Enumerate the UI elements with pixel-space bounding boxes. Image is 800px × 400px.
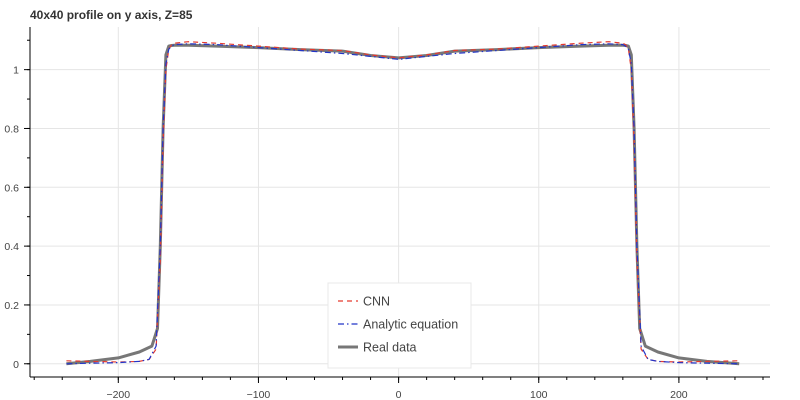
x-tick-label: −200 [106, 389, 130, 400]
y-tick-label: 1 [13, 65, 19, 77]
series-line-analytic-equation [66, 43, 740, 365]
legend-item[interactable]: CNN [338, 295, 390, 309]
legend-label: Real data [363, 341, 417, 355]
legend-item[interactable]: Analytic equation [338, 318, 458, 332]
legend-item[interactable]: Real data [338, 341, 417, 355]
axes: −200 −100 0 100 200 0 0.2 0.4 0.6 0.8 1 [4, 27, 770, 400]
series-lines [66, 41, 740, 366]
y-tick-label: 0.8 [4, 123, 19, 135]
x-tick-label: −100 [247, 389, 271, 400]
x-tick-label: 200 [670, 389, 688, 400]
y-tick-label: 0.4 [4, 241, 19, 253]
x-tick-label: 0 [396, 389, 402, 400]
chart-title: 40x40 profile on y axis, Z=85 [30, 8, 193, 22]
legend-label: CNN [363, 295, 390, 309]
legend[interactable]: CNN Analytic equation Real data [327, 282, 472, 369]
x-tick-label: 100 [530, 389, 548, 400]
legend-label: Analytic equation [363, 318, 458, 332]
series-line-cnn [66, 41, 740, 363]
y-tick-label: 0.6 [4, 182, 19, 194]
y-tick-label: 0.2 [4, 300, 19, 312]
legend-box [327, 282, 472, 369]
y-tick-label: 0 [13, 359, 19, 371]
